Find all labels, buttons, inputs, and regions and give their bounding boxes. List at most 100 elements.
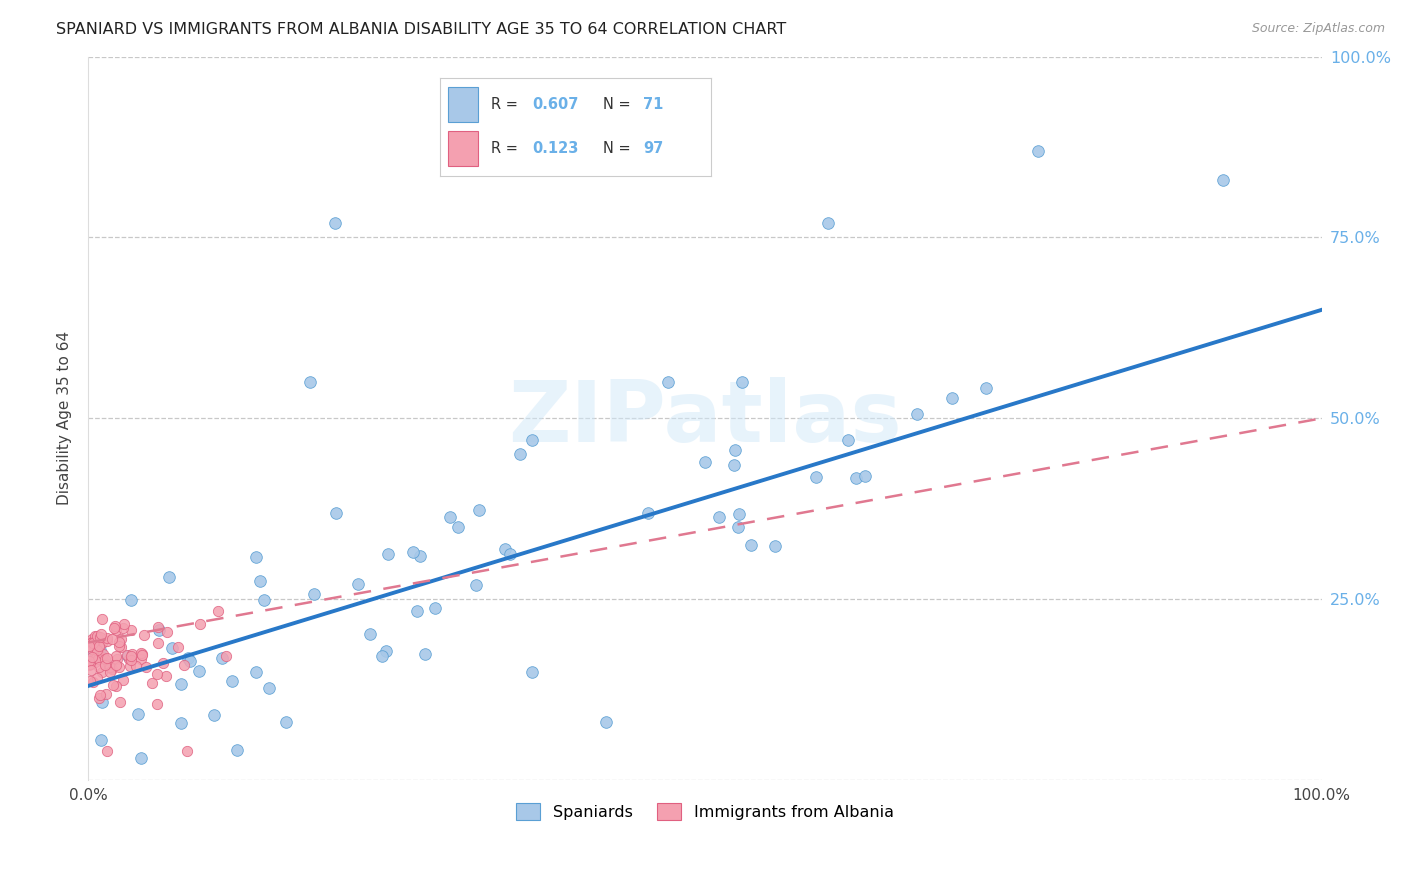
Point [494, 541, 516, 556]
Point [413, 647, 436, 661]
Point [89, 659, 111, 673]
Point [359, 627, 381, 641]
Point [107, 659, 129, 673]
Point [110, 640, 132, 654]
Point [79, 673, 101, 688]
Point [522, 433, 544, 447]
Point [447, 520, 470, 534]
Point [853, 469, 876, 483]
Point [221, 673, 243, 688]
Point [110, 632, 132, 647]
Point [104, 679, 127, 693]
Point [763, 539, 786, 553]
Point [111, 673, 134, 687]
Point [80, 635, 103, 649]
Point [89, 648, 111, 663]
Point [245, 549, 267, 564]
Point [121, 647, 143, 661]
Point [148, 624, 170, 638]
Point [87, 639, 110, 653]
Point [371, 648, 394, 663]
Point [304, 587, 326, 601]
Point [80, 663, 103, 677]
Y-axis label: Disability Age 35 to 64: Disability Age 35 to 64 [58, 331, 72, 506]
Point [90, 733, 112, 747]
Point [377, 547, 399, 561]
Point [806, 470, 828, 484]
Point [107, 635, 129, 649]
Point [94, 656, 117, 670]
Point [98, 665, 121, 679]
Point [409, 549, 432, 563]
Point [693, 455, 716, 469]
Point [90, 627, 112, 641]
Point [249, 574, 271, 588]
Point [91, 636, 114, 650]
Point [79, 640, 101, 654]
Point [86, 629, 108, 643]
Text: Source: ZipAtlas.com: Source: ZipAtlas.com [1251, 22, 1385, 36]
Point [724, 443, 747, 458]
Point [96, 651, 118, 665]
Point [202, 707, 225, 722]
Point [207, 604, 229, 618]
Point [723, 458, 745, 472]
Point [87, 643, 110, 657]
Point [87, 652, 110, 666]
Point [323, 216, 346, 230]
Point [118, 652, 141, 666]
Point [103, 621, 125, 635]
Point [91, 695, 114, 709]
Point [96, 633, 118, 648]
Point [82, 647, 104, 661]
Point [132, 628, 155, 642]
Point [152, 656, 174, 670]
Point [112, 616, 135, 631]
Point [105, 624, 128, 638]
Point [120, 623, 142, 637]
Text: ZIPatlas: ZIPatlas [508, 376, 901, 459]
Point [325, 506, 347, 520]
Point [1026, 144, 1049, 158]
Point [155, 669, 177, 683]
Point [79, 657, 101, 672]
Point [96, 688, 118, 702]
Point [100, 662, 122, 676]
Point [146, 667, 169, 681]
Point [837, 434, 859, 448]
Point [89, 643, 111, 657]
Point [115, 648, 138, 662]
Point [131, 751, 153, 765]
Point [740, 538, 762, 552]
Point [595, 715, 617, 730]
Point [86, 643, 108, 657]
Point [657, 375, 679, 389]
Text: SPANIARD VS IMMIGRANTS FROM ALBANIA DISABILITY AGE 35 TO 64 CORRELATION CHART: SPANIARD VS IMMIGRANTS FROM ALBANIA DISA… [56, 22, 786, 37]
Point [1212, 172, 1234, 186]
Point [79, 657, 101, 672]
Point [86, 671, 108, 685]
Point [83, 637, 105, 651]
Point [84, 655, 107, 669]
Point [105, 649, 128, 664]
Point [707, 510, 730, 524]
Point [100, 661, 122, 675]
Point [160, 640, 183, 655]
Point [257, 681, 280, 695]
Point [82, 675, 104, 690]
Point [111, 621, 134, 635]
Point [129, 651, 152, 665]
Point [79, 654, 101, 668]
Point [105, 657, 128, 672]
Point [941, 391, 963, 405]
Point [727, 520, 749, 534]
Point [117, 648, 139, 663]
Point [179, 654, 201, 668]
Point [188, 616, 211, 631]
Point [499, 547, 522, 561]
Point [94, 658, 117, 673]
Point [79, 654, 101, 668]
Point [146, 697, 169, 711]
Point [974, 380, 997, 394]
Point [464, 578, 486, 592]
